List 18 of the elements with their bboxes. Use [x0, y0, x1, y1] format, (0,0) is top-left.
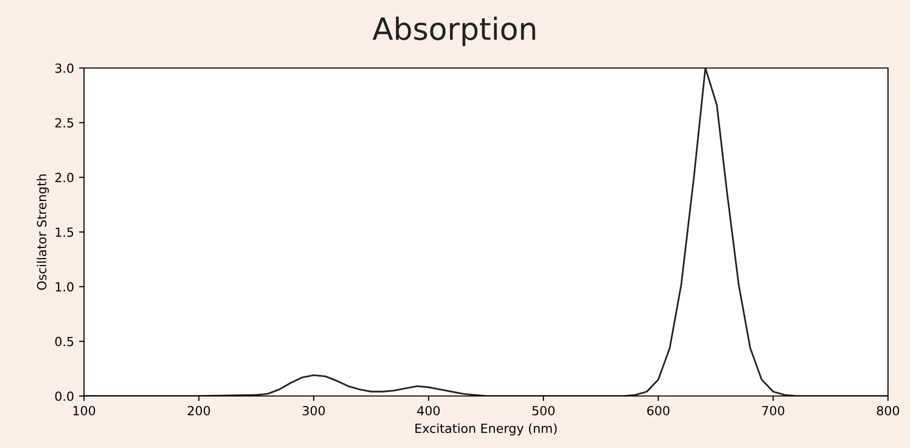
y-tick-label: 2.5 — [55, 118, 74, 128]
y-tick-label: 2.0 — [55, 172, 74, 182]
x-tick-label: 600 — [647, 406, 670, 416]
x-tick-label: 100 — [73, 406, 96, 416]
y-tick-label: 0.0 — [55, 391, 74, 401]
x-tick-label: 400 — [417, 406, 440, 416]
chart-title: Absorption — [372, 16, 536, 46]
y-tick-label: 3.0 — [55, 63, 74, 73]
x-axis-title: Excitation Energy (nm) — [415, 423, 557, 436]
x-tick-label: 700 — [762, 406, 784, 416]
y-tick-label: 0.5 — [55, 336, 74, 346]
x-tick-label: 300 — [302, 406, 325, 416]
x-tick-label: 800 — [876, 406, 900, 416]
y-tick-label: 1.0 — [56, 282, 74, 292]
x-tick-label: 500 — [532, 406, 555, 416]
y-axis-title: Oscillator Strength — [36, 174, 49, 290]
x-tick-label: 200 — [188, 406, 210, 416]
y-tick-label: 1.5 — [56, 228, 74, 237]
